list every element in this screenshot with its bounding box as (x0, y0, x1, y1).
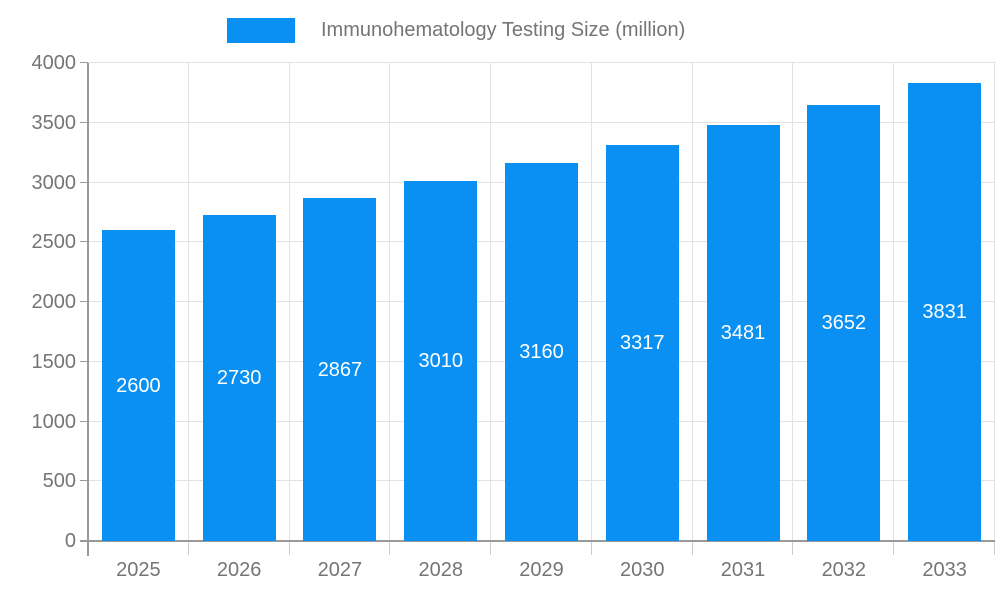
x-axis-tick (691, 541, 693, 555)
bar: 3160 (505, 163, 578, 541)
y-axis-tick-label: 3500 (31, 111, 77, 134)
bar: 2867 (303, 198, 377, 541)
bar: 3010 (404, 181, 478, 541)
x-axis-tick-label: 2028 (418, 559, 463, 581)
y-axis-tick-label: 2500 (31, 231, 77, 254)
bar-value-label: 3010 (418, 350, 463, 373)
bar: 3481 (706, 125, 780, 541)
gridline-vertical (590, 63, 592, 541)
x-axis-tick (994, 541, 995, 555)
y-axis-tick (80, 480, 88, 482)
y-axis-tick (80, 420, 88, 422)
bar: 3317 (605, 144, 679, 541)
bar-value-label: 2730 (216, 366, 262, 389)
x-axis-line (80, 540, 995, 542)
x-axis-tick-label: 2025 (116, 559, 161, 581)
gridline-vertical (691, 63, 693, 541)
bar-value-label: 2600 (116, 374, 161, 397)
gridline-horizontal (88, 121, 995, 123)
y-axis-tick (80, 181, 88, 183)
gridline-horizontal (88, 62, 995, 63)
x-axis-tick (893, 541, 895, 555)
x-axis-tick-label: 2032 (821, 559, 867, 581)
y-axis-tick (80, 241, 88, 243)
y-axis-tick-label: 3000 (31, 171, 77, 194)
bar-value-label: 3317 (620, 331, 665, 354)
x-axis-tick-label: 2030 (620, 559, 665, 581)
bar-value-label: 2867 (317, 358, 363, 381)
y-axis-tick-label: 1500 (31, 350, 77, 373)
x-axis-tick (590, 541, 592, 555)
bar: 3652 (807, 104, 881, 541)
y-axis-tick (80, 62, 88, 63)
legend[interactable]: Immunohematology Testing Size (million) (227, 18, 685, 43)
bar-value-label: 3831 (922, 301, 967, 324)
bar-value-label: 3652 (821, 311, 867, 334)
bar: 2730 (202, 214, 276, 541)
x-axis-tick (490, 541, 492, 555)
bar-value-label: 3481 (720, 322, 766, 344)
gridline-vertical (490, 63, 492, 541)
y-axis-tick-label: 4000 (31, 52, 77, 74)
y-axis-tick-label: 500 (42, 470, 76, 493)
legend-label: Immunohematology Testing Size (million) (321, 19, 686, 41)
y-axis-tick-label: 0 (64, 530, 76, 552)
legend-swatch-icon (227, 18, 295, 43)
gridline-vertical (792, 63, 794, 541)
x-axis-tick-label: 2033 (922, 559, 967, 581)
y-axis-tick-label: 1000 (31, 410, 77, 433)
x-axis-tick-label: 2029 (519, 559, 564, 581)
bar-value-label: 3160 (519, 341, 564, 364)
x-axis-tick (792, 541, 794, 555)
gridline-vertical (893, 63, 895, 541)
gridline-vertical (187, 63, 189, 541)
x-axis-tick-label: 2026 (216, 559, 262, 581)
y-axis-tick-label: 2000 (31, 291, 77, 313)
x-axis-tick-label: 2031 (720, 559, 766, 581)
y-axis-tick (80, 121, 88, 123)
x-axis-tick-label: 2027 (317, 559, 363, 581)
gridline-vertical (288, 63, 290, 541)
gridline-vertical (389, 63, 391, 541)
x-axis-tick (389, 541, 391, 555)
x-axis-tick (288, 541, 290, 555)
y-axis-tick (80, 301, 88, 302)
gridline-vertical (994, 63, 995, 541)
bar: 2600 (101, 230, 175, 541)
y-axis-line (87, 63, 89, 556)
y-axis-tick (80, 360, 88, 362)
bar: 3831 (908, 83, 982, 541)
x-axis-tick (187, 541, 189, 555)
